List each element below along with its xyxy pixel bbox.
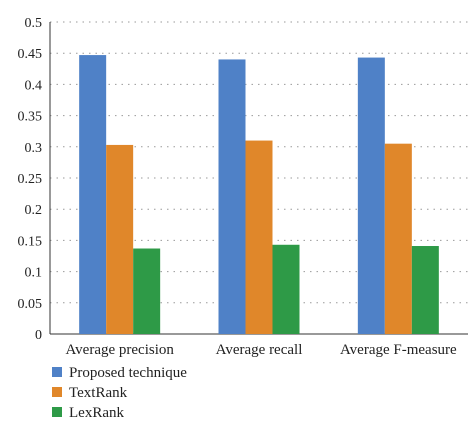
bar-lexrank-1 (272, 244, 300, 334)
legend-label: LexRank (69, 405, 124, 421)
y-tick-label: 0.5 (25, 16, 43, 31)
bar-textrank-0 (106, 144, 134, 334)
x-category-label: Average recall (216, 342, 303, 358)
bar-textrank-2 (384, 143, 412, 334)
y-tick-label: 0.35 (18, 110, 43, 125)
x-category-labels: Average precision Average recall Average F… (65, 342, 457, 358)
y-tick-label: 0.3 (25, 141, 43, 156)
y-tick-label: 0.25 (18, 172, 43, 187)
legend-swatch (52, 387, 62, 397)
legend-label: TextRank (69, 385, 128, 401)
x-category-label: Average precision (65, 342, 174, 358)
bar-proposed-technique-0 (79, 55, 107, 335)
y-tick-label: 0.15 (18, 234, 43, 249)
bar-lexrank-2 (411, 246, 439, 334)
y-tick-label: 0.4 (25, 78, 43, 93)
x-category-label: Average F-measure (340, 342, 457, 358)
y-tick-label: 0.2 (25, 203, 43, 218)
y-tick-label: 0 (35, 328, 42, 343)
legend: Proposed technique TextRank LexRank (52, 365, 187, 421)
bar-lexrank-0 (133, 248, 161, 334)
bar-proposed-technique-1 (218, 59, 246, 334)
y-tick-labels: 0 0.05 0.1 0.15 0.2 0.25 0.3 0.35 0.4 0.45 0.5 (18, 16, 43, 343)
bar-proposed-technique-2 (357, 57, 385, 335)
bars (79, 55, 439, 335)
legend-label: Proposed technique (69, 365, 187, 381)
legend-swatch (52, 367, 62, 377)
bar-textrank-1 (245, 140, 273, 334)
y-tick-label: 0.45 (18, 47, 43, 62)
y-tick-label: 0.1 (25, 266, 43, 281)
legend-swatch (52, 407, 62, 417)
y-tick-label: 0.05 (18, 297, 43, 312)
